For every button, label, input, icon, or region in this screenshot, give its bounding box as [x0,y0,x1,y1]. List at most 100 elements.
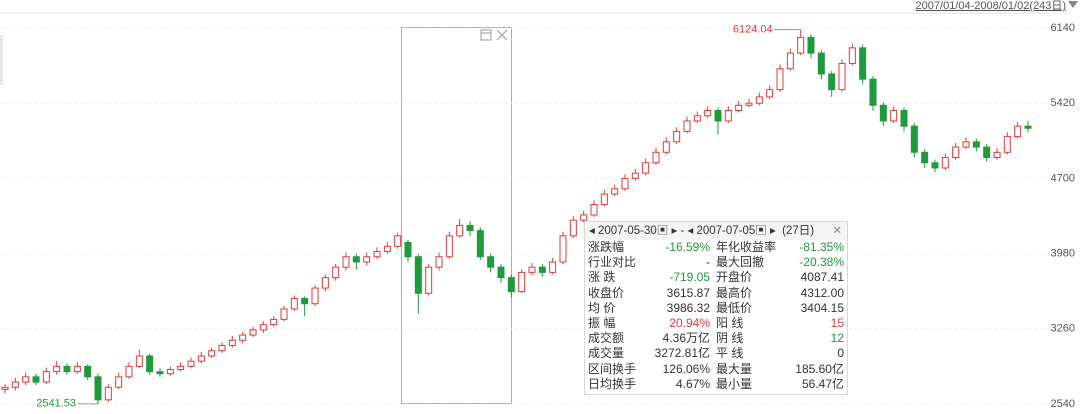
stat-value: 3272.81亿 [654,346,711,361]
candle-body [797,36,805,54]
candle-body [435,256,443,268]
candle-body [383,245,391,253]
candle-body [580,214,588,221]
stat-value: 126.06% [662,361,711,376]
y-tick-label: 3260 [1051,323,1075,335]
candle-body [859,47,867,80]
stat-value: 4.67% [676,376,711,391]
candle-body [84,365,92,378]
stat-value: 3615.87 [666,285,711,300]
candle-body [714,110,722,122]
candle-body [962,141,970,148]
stats-row: 区间换手 126.06% 最大量 185.60亿 [585,362,847,377]
candle-body [673,130,681,143]
stat-label: 行业对比 [588,255,637,270]
candle-body [156,371,164,375]
stat-value: -719.05 [669,270,711,285]
candle-body [104,386,112,401]
y-tick-label: 4700 [1051,172,1075,184]
candle-body [249,329,257,336]
stat-value: 3986.32 [666,300,711,315]
candle-body [125,365,133,378]
stat-label: 均 价 [588,300,616,315]
range-dropdown[interactable] [1068,1,1078,8]
stats-row: 成交额 4.36万亿阴 线 12 [585,331,847,346]
panel-header: ◂ 2007-05-30▣ ▸ - ◂ 2007-07-05▣ ▸ (27日) ✕ [585,222,847,240]
candle-body [63,365,71,373]
stat-value: 3404.15 [800,300,844,315]
stat-value: 4087.41 [800,270,844,285]
candle-body [135,355,143,367]
candle-body [631,172,639,179]
stat-label: 最小量 [716,376,753,391]
stat-label: 阴 线 [716,331,744,346]
candle-body [983,146,991,159]
candle-body [611,188,619,195]
candle-body [518,271,526,293]
stat-label: 振 幅 [588,316,616,331]
candle-body [1024,125,1032,129]
stats-row: 收盘价 3615.87 最高价 4312.00 [585,286,847,301]
selection-box[interactable] [401,27,512,404]
stats-row: 日均换手 4.67% 最小量 56.47亿 [585,377,847,392]
stat-value: 0 [837,346,844,361]
candle-body [848,47,856,65]
candle-body [311,287,319,305]
stat-label: 最大回撤 [716,255,765,270]
candle-body [931,162,939,169]
max-label: 6124.04 [733,24,773,36]
candle-body [363,256,371,263]
stat-label: 最高价 [716,285,753,300]
candle-body [755,96,763,104]
stats-row: 行业对比 - 最大回撤 -20.38% [585,255,847,270]
candle-body [900,110,908,127]
min-label: 2541.53 [36,398,76,410]
close-icon[interactable] [496,29,508,41]
stat-value: 4312.00 [800,285,844,300]
candle-body [208,350,216,357]
stat-value: 20.94% [669,316,711,331]
candle-body [342,256,350,268]
stat-value: 12 [830,331,844,346]
start-date[interactable]: 2007-05-30 [597,225,657,237]
stat-label: 成交额 [588,331,625,346]
candle-body [239,334,247,341]
candle-body [590,204,598,216]
candle-body [735,104,743,112]
stat-value: -81.35% [799,240,844,255]
candle-body [187,360,195,367]
candle-body [466,224,474,232]
candle-body [879,104,887,122]
stat-label: 开盘价 [716,270,753,285]
y-tick-label: 3980 [1051,248,1075,260]
candle-body [321,277,329,289]
candle-body [890,110,898,122]
candle-body [146,355,154,373]
candle-body [394,235,402,247]
stat-value: - [706,255,711,270]
candle-body [528,266,536,273]
candle-body [301,298,309,305]
candle-body [115,376,123,388]
range-label[interactable]: 2007/01/04-2008/01/02(243日) [916,0,1066,12]
y-tick-label: 2540 [1051,398,1075,410]
box-icon[interactable] [480,29,492,41]
candle-body [683,120,691,132]
close-button[interactable]: ✕ [832,225,842,237]
stat-value: 56.47亿 [801,376,844,391]
candle-body [270,318,278,326]
stat-label: 收盘价 [588,285,625,300]
stat-value: 185.60亿 [795,361,844,376]
end-date[interactable]: 2007-07-05 [696,225,756,237]
candle-body [993,151,1001,159]
candle-body [487,256,495,268]
scroll-hint [0,35,3,85]
interval-stats: ◂ 2007-05-30▣ ▸ - ◂ 2007-07-05▣ ▸ (27日) ✕… [584,221,848,395]
candle-body [94,376,102,401]
candle-body [456,224,464,237]
candle-body [11,381,19,388]
candle-body [921,151,929,164]
candle-body [642,162,650,174]
candle-body [786,52,794,70]
